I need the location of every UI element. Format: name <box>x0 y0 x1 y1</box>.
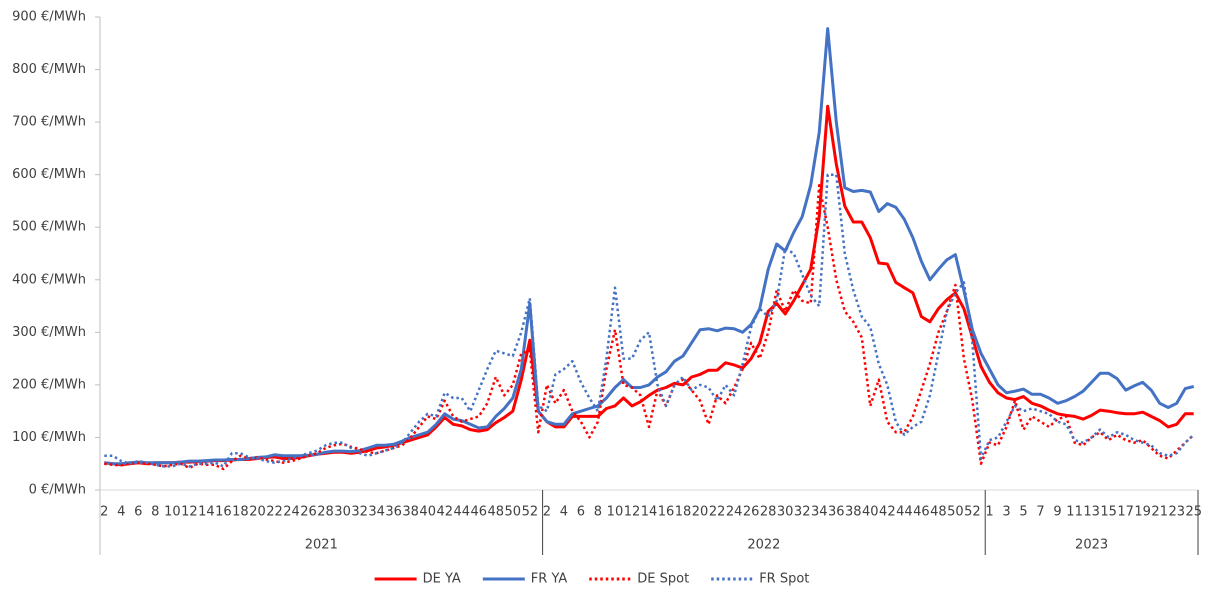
series-line <box>104 183 1195 471</box>
y-tick-label: 700 €/MWh <box>12 115 86 130</box>
x-tick-label: 34 <box>368 505 385 520</box>
x-tick-label: 52 <box>964 505 981 520</box>
x-tick-label: 32 <box>794 505 811 520</box>
legend-label: DE Spot <box>637 572 689 587</box>
x-tick-label: 52 <box>522 505 539 520</box>
x-tick-label: 36 <box>385 505 402 520</box>
x-tick-label: 21 <box>1151 505 1168 520</box>
x-tick-label: 4 <box>117 505 125 520</box>
x-tick-label: 3 <box>1002 505 1010 520</box>
x-tick-label: 28 <box>760 505 777 520</box>
x-tick-label: 34 <box>811 505 828 520</box>
x-tick-label: 18 <box>675 505 692 520</box>
x-tick-label: 46 <box>913 505 930 520</box>
x-tick-label: 24 <box>726 505 743 520</box>
x-tick-label: 8 <box>594 505 602 520</box>
series-line <box>104 173 1195 468</box>
series-line <box>104 104 1194 467</box>
x-tick-label: 6 <box>577 505 585 520</box>
x-tick-label: 7 <box>1036 505 1044 520</box>
group-label: 2021 <box>305 538 338 553</box>
x-tick-label: 16 <box>215 505 232 520</box>
x-tick-label: 48 <box>488 505 505 520</box>
y-tick-label: 200 €/MWh <box>12 377 86 392</box>
x-tick-label: 2 <box>543 505 551 520</box>
x-tick-label: 22 <box>709 505 726 520</box>
x-tick-label: 38 <box>402 505 419 520</box>
x-tick-label: 24 <box>283 505 300 520</box>
x-tick-label: 2 <box>100 505 108 520</box>
x-tick-label: 5 <box>1019 505 1027 520</box>
x-tick-label: 16 <box>658 505 675 520</box>
x-tick-label: 14 <box>641 505 658 520</box>
x-tick-label: 15 <box>1100 505 1117 520</box>
x-tick-label: 20 <box>249 505 266 520</box>
x-tick-label: 50 <box>947 505 964 520</box>
x-tick-label: 44 <box>896 505 913 520</box>
x-tick-label: 26 <box>300 505 317 520</box>
y-tick-label: 800 €/MWh <box>12 62 86 77</box>
x-tick-label: 22 <box>266 505 283 520</box>
x-tick-label: 50 <box>505 505 522 520</box>
x-tick-label: 9 <box>1053 505 1061 520</box>
x-tick-label: 46 <box>470 505 487 520</box>
x-tick-label: 8 <box>151 505 159 520</box>
y-tick-label: 900 €/MWh <box>12 10 86 25</box>
x-tick-label: 10 <box>164 505 181 520</box>
x-tick-label: 30 <box>777 505 794 520</box>
x-tick-label: 1 <box>985 505 993 520</box>
y-tick-label: 400 €/MWh <box>12 272 86 287</box>
x-tick-label: 4 <box>560 505 568 520</box>
x-tick-label: 44 <box>453 505 470 520</box>
x-tick-label: 13 <box>1083 505 1100 520</box>
x-tick-label: 12 <box>181 505 198 520</box>
x-tick-label: 11 <box>1066 505 1083 520</box>
series-line <box>104 27 1195 466</box>
x-tick-label: 12 <box>624 505 641 520</box>
x-tick-label: 25 <box>1185 505 1202 520</box>
x-tick-label: 6 <box>134 505 142 520</box>
y-tick-label: 300 €/MWh <box>12 325 86 340</box>
legend-label: DE YA <box>423 572 461 587</box>
y-tick-label: 0 €/MWh <box>29 483 86 498</box>
y-tick-label: 600 €/MWh <box>12 167 86 182</box>
x-tick-label: 42 <box>879 505 896 520</box>
x-tick-label: 30 <box>334 505 351 520</box>
x-tick-label: 18 <box>232 505 249 520</box>
x-tick-label: 40 <box>419 505 436 520</box>
x-tick-label: 20 <box>692 505 709 520</box>
group-label: 2022 <box>747 538 780 553</box>
legend-label: FR YA <box>531 572 568 587</box>
x-tick-label: 28 <box>317 505 334 520</box>
x-tick-label: 32 <box>351 505 368 520</box>
x-tick-label: 36 <box>828 505 845 520</box>
x-tick-label: 40 <box>862 505 879 520</box>
x-tick-label: 38 <box>845 505 862 520</box>
x-tick-label: 26 <box>743 505 760 520</box>
x-tick-label: 19 <box>1134 505 1151 520</box>
x-tick-label: 48 <box>930 505 947 520</box>
x-tick-label: 14 <box>198 505 215 520</box>
group-label: 2023 <box>1075 538 1108 553</box>
y-tick-label: 500 €/MWh <box>12 220 86 235</box>
x-tick-label: 23 <box>1168 505 1185 520</box>
x-tick-label: 10 <box>607 505 624 520</box>
x-tick-label: 17 <box>1117 505 1134 520</box>
y-tick-label: 100 €/MWh <box>12 430 86 445</box>
x-tick-label: 42 <box>436 505 453 520</box>
legend-label: FR Spot <box>759 572 809 587</box>
